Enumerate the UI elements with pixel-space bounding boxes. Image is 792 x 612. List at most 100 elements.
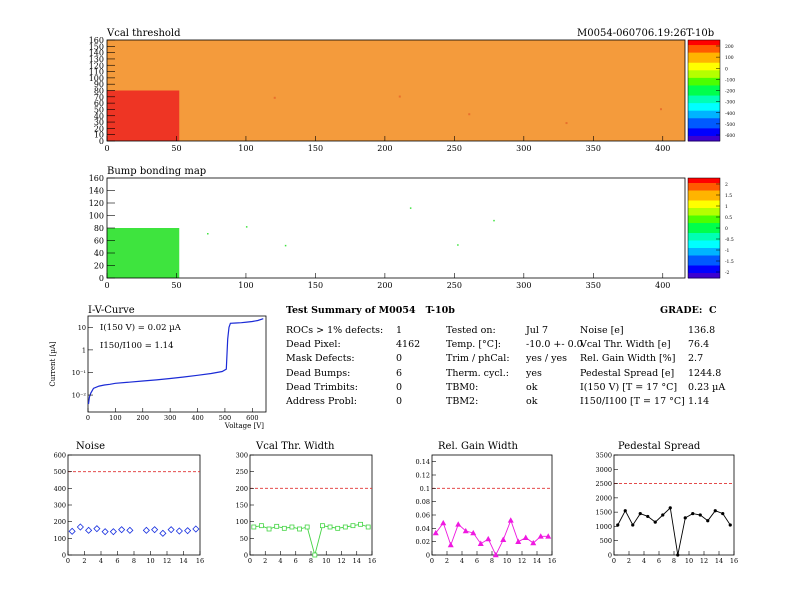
roc-plot-3-point-12	[706, 519, 710, 523]
roc-plot-3-frame	[613, 454, 735, 556]
map-0-ytick-label-16: 160	[89, 36, 104, 45]
map-1-ytick-label-0: 0	[99, 274, 104, 283]
colorbar-0-cell-27	[688, 108, 720, 112]
summary-label-col3-4: I(150 V) [T = 17 °C]	[580, 381, 678, 393]
colorbar-0-tick-label-4: -200	[725, 89, 735, 95]
colorbar-1-cell-12	[688, 208, 720, 211]
roc-plot-3-ytick-label-0: 0	[608, 552, 612, 560]
roc-plot-3-point-5	[653, 520, 657, 524]
iv-xtick-label-1: 100	[109, 414, 121, 422]
colorbar-0-cell-14	[688, 75, 720, 79]
colorbar-1-cell-32	[688, 258, 720, 261]
roc-plot-0-frame	[67, 454, 201, 556]
colorbar-1-tick-label-6: -1	[725, 248, 730, 254]
dead-bump-3	[409, 207, 412, 209]
roc-plot-0-xtick-label-6: 12	[163, 557, 171, 565]
roc-plot-3-point-7	[668, 506, 672, 510]
vcal-width-title: Vcal Thr. Width	[256, 441, 335, 452]
roc-plot-1-point-13	[350, 523, 356, 529]
dead-bump-1	[245, 226, 248, 228]
roc-plot-1-xtick-label-3: 6	[294, 557, 298, 565]
roc-plot-2-xtick-label-4: 8	[490, 557, 494, 565]
colorbar-0-tick-label-5: -300	[725, 100, 735, 106]
roc-plot-2-ytick-label-5: 0.1	[420, 485, 430, 493]
roc-plot-1-xtick-label-4: 8	[309, 557, 313, 565]
colorbar-1-tick-label-0: 2	[725, 182, 728, 188]
map-1-ytick-label-7: 140	[89, 187, 104, 196]
colorbar-0-cell-8	[688, 60, 720, 64]
colorbar-0-cell-26	[688, 105, 720, 109]
roc-plot-3-xtick-label-8: 16	[730, 557, 738, 565]
roc-plot-1-point-10	[327, 524, 333, 530]
colorbar-1-cell-34	[688, 263, 720, 266]
roc-plot-0-point-2	[85, 526, 93, 534]
colorbar-1-tick-label-3: 0.5	[725, 215, 732, 221]
roc-plot-3-ytick-label-4: 2000	[595, 494, 612, 502]
roc-plot-1-xtick-label-1: 2	[263, 557, 267, 565]
roc-plot-1-point-11	[335, 525, 341, 531]
iv-annotation-ratio: I150/I100 = 1.14	[100, 341, 173, 351]
roc-plot-0-ytick-label-2: 200	[54, 518, 66, 526]
roc-plot-2-xtick-label-0: 0	[430, 557, 434, 565]
roc-plot-1-point-6	[297, 526, 302, 532]
roc-plot-2-series-line	[435, 518, 549, 557]
colorbar-1-cell-10	[688, 203, 720, 206]
roc-plot-0-ytick-label-3: 300	[54, 502, 66, 510]
roc-plot-1-series-line	[253, 523, 369, 557]
colorbar-1-cell-15	[688, 215, 720, 219]
colorbar-0-cell-15	[688, 77, 720, 81]
colorbar-1-cell-30	[688, 253, 720, 256]
colorbar-0-cell-1	[688, 42, 720, 46]
map-1-ytick-label-3: 60	[94, 237, 104, 246]
summary-label-col1-5: Address Probl:	[286, 396, 357, 407]
colorbar-0-tick-label-2: 0	[725, 66, 728, 72]
colorbar-0-cell-30	[688, 115, 720, 119]
colorbar-1-cell-16	[688, 218, 720, 221]
roc-plot-0-point-4	[101, 528, 109, 536]
iv-xtick-label-5: 500	[219, 414, 231, 422]
colorbar-0-cell-17	[688, 82, 720, 86]
colorbar-0-cell-12	[688, 70, 720, 74]
roc-plot-3-xtick-label-7: 14	[715, 557, 723, 565]
summary-label-col3-5: I150/I100 [T = 17 °C]	[580, 396, 685, 407]
roc-plot-0-xtick-label-4: 8	[132, 557, 136, 565]
summary-label-col1-3: Dead Bumps:	[286, 367, 351, 379]
roc-plot-3-series-line	[617, 506, 731, 556]
map-0-ytick-label-8: 80	[94, 87, 104, 96]
colorbar-1-tick-label-7: -1.5	[725, 259, 734, 265]
roc-plot-1-xtick-label-8: 16	[368, 557, 376, 565]
colorbar-1-cell-13	[688, 210, 720, 214]
colorbar-0-cell-28	[688, 110, 720, 114]
colorbar-0-tick-label-8: -600	[725, 133, 735, 139]
summary-label-col3-2: Rel. Gain Width [%]	[580, 353, 676, 365]
summary-label-col3-0: Noise [e]	[580, 325, 624, 336]
noise-title: Noise	[76, 441, 106, 452]
roc-plot-3-ytick-label-7: 3500	[595, 452, 612, 460]
colorbar-0-cell-29	[688, 113, 720, 117]
map-0-xtick-label-1: 50	[171, 144, 181, 153]
colorbar-0-cell-10	[688, 65, 720, 69]
roc-plot-3-xtick-label-1: 2	[627, 557, 631, 565]
map-0-hot-pixel-3	[273, 96, 276, 99]
roc-plot-2-point-1	[440, 519, 447, 526]
roc-plot-0-xtick-label-3: 6	[115, 557, 119, 565]
colorbar-1-cell-14	[688, 213, 720, 216]
colorbar-0-cell-19	[688, 87, 720, 91]
roc-plot-1-ytick-label-3: 150	[236, 502, 248, 510]
colorbar-0-tick-label-7: -500	[725, 122, 735, 128]
summary-value-col3-5: 1.14	[688, 396, 710, 407]
map-1-dead-region	[107, 228, 180, 278]
summary-value-col1-2: 0	[396, 353, 403, 365]
summary-label-col2-5: TBM2:	[446, 396, 479, 407]
summary-value-col2-5: ok	[526, 396, 538, 407]
colorbar-0-cell-34	[688, 125, 720, 129]
iv-xlabel: Voltage [V]	[224, 422, 264, 430]
map-1-xtick-label-2: 100	[238, 281, 253, 290]
roc-plot-0-xtick-label-8: 16	[196, 557, 204, 565]
iv-ytick-label-1: 1	[82, 346, 86, 354]
colorbar-1-cell-5	[688, 190, 720, 194]
colorbar-1-cell-20	[688, 228, 720, 231]
colorbar-1-cell-22	[688, 233, 720, 236]
summary-value-col2-0: Jul 7	[526, 325, 549, 336]
